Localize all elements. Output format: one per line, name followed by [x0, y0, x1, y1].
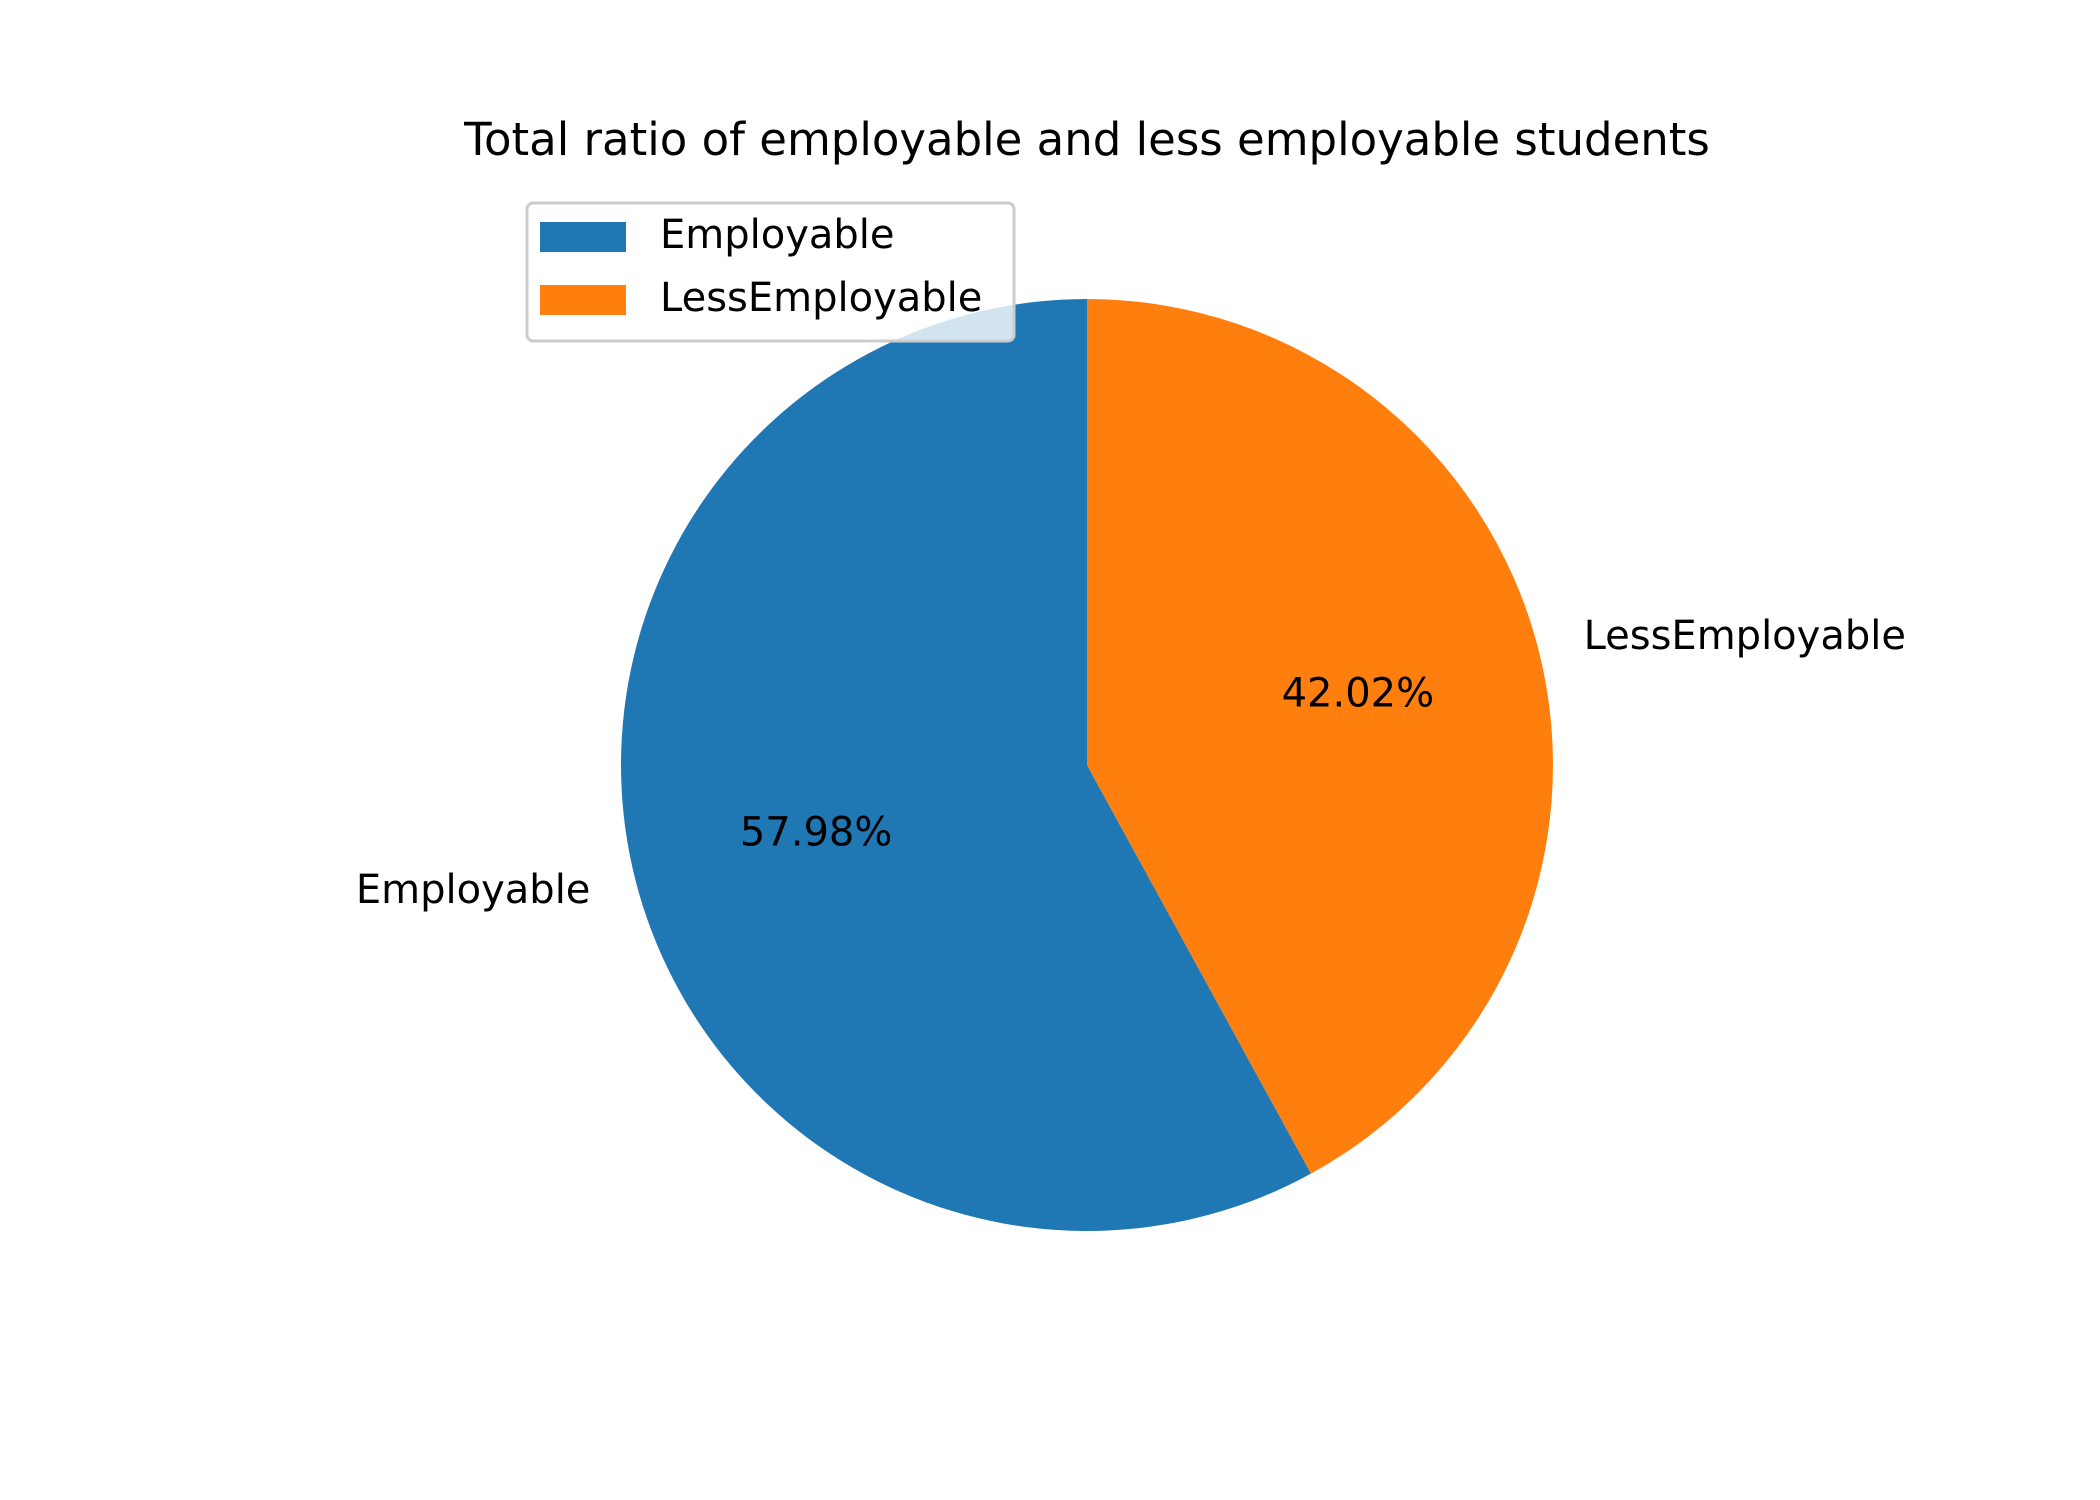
legend-frame	[525, 201, 1016, 343]
pie-labels: Employable 57.98% LessEmployable 42.02%	[356, 613, 1906, 913]
legend-label-less-employable: LessEmployable	[660, 275, 982, 321]
slice-label-employable: Employable	[356, 867, 591, 913]
slice-label-less-employable: LessEmployable	[1584, 613, 1906, 659]
pie-slices	[621, 299, 1554, 1231]
slice-percent-less-employable: 42.02%	[1282, 671, 1435, 717]
chart-title: Total ratio of employable and less emplo…	[463, 113, 1710, 166]
pie-slice-employable	[621, 299, 1311, 1231]
legend-swatch-employable	[540, 222, 626, 252]
legend-swatch-less-employable	[540, 285, 626, 315]
slice-percent-employable: 57.98%	[740, 809, 893, 855]
pie-slice-less-employable	[1087, 299, 1554, 1174]
legend-label-employable: Employable	[660, 212, 895, 258]
legend: Employable LessEmployable	[525, 201, 1016, 343]
